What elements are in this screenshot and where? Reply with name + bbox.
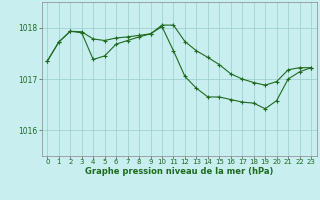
X-axis label: Graphe pression niveau de la mer (hPa): Graphe pression niveau de la mer (hPa) — [85, 167, 273, 176]
